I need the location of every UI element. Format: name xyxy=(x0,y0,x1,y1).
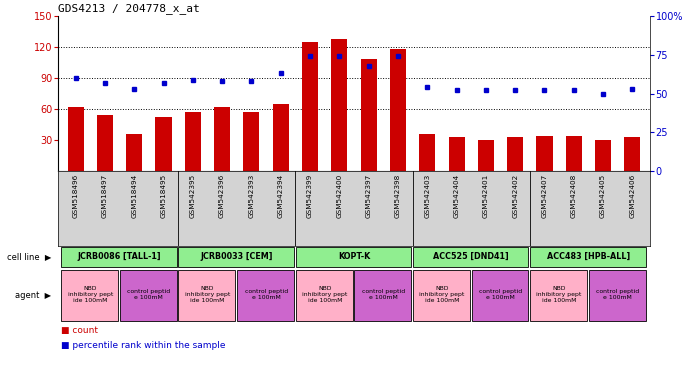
Text: NBD
inhibitory pept
ide 100mM: NBD inhibitory pept ide 100mM xyxy=(302,286,347,303)
Bar xyxy=(273,104,289,171)
Text: NBD
inhibitory pept
ide 100mM: NBD inhibitory pept ide 100mM xyxy=(420,286,464,303)
Text: GSM518494: GSM518494 xyxy=(131,173,137,217)
Bar xyxy=(507,137,523,171)
Text: NBD
inhibitory pept
ide 100mM: NBD inhibitory pept ide 100mM xyxy=(68,286,113,303)
Bar xyxy=(61,270,118,321)
Text: control peptid
e 100mM: control peptid e 100mM xyxy=(596,289,640,300)
Bar xyxy=(214,107,230,171)
Bar xyxy=(237,270,294,321)
Bar xyxy=(589,270,646,321)
Bar xyxy=(331,39,347,171)
Text: GSM518496: GSM518496 xyxy=(72,173,79,217)
Text: JCRB0033 [CEM]: JCRB0033 [CEM] xyxy=(201,252,273,261)
Text: ACC525 [DND41]: ACC525 [DND41] xyxy=(433,252,509,261)
Bar xyxy=(477,140,494,171)
Text: GSM518497: GSM518497 xyxy=(102,173,108,217)
Text: agent  ▶: agent ▶ xyxy=(15,291,51,300)
Text: control peptid
e 100mM: control peptid e 100mM xyxy=(244,289,288,300)
Text: GSM542401: GSM542401 xyxy=(483,173,489,217)
Bar xyxy=(361,60,377,171)
Text: GDS4213 / 204778_x_at: GDS4213 / 204778_x_at xyxy=(58,3,199,14)
Text: cell line  ▶: cell line ▶ xyxy=(7,253,51,262)
Text: GSM542400: GSM542400 xyxy=(336,173,342,217)
Text: ■ count: ■ count xyxy=(61,326,99,335)
Bar xyxy=(390,49,406,171)
Text: GSM542398: GSM542398 xyxy=(395,173,401,217)
Text: GSM542402: GSM542402 xyxy=(512,173,518,217)
Text: GSM542397: GSM542397 xyxy=(366,173,372,217)
Bar xyxy=(120,270,177,321)
Text: ■ percentile rank within the sample: ■ percentile rank within the sample xyxy=(61,341,226,350)
Text: GSM542408: GSM542408 xyxy=(571,173,577,217)
Text: GSM542404: GSM542404 xyxy=(453,173,460,217)
Text: control peptid
e 100mM: control peptid e 100mM xyxy=(362,289,405,300)
Text: GSM518495: GSM518495 xyxy=(161,173,166,217)
Text: GSM542406: GSM542406 xyxy=(629,173,635,217)
Bar xyxy=(624,137,640,171)
Bar xyxy=(179,247,294,267)
Text: KOPT-K: KOPT-K xyxy=(338,252,370,261)
Text: ACC483 [HPB-ALL]: ACC483 [HPB-ALL] xyxy=(547,252,630,261)
Bar xyxy=(354,270,411,321)
Text: GSM542405: GSM542405 xyxy=(600,173,606,217)
Bar xyxy=(296,270,353,321)
Bar xyxy=(530,247,646,267)
Bar xyxy=(179,270,235,321)
Text: GSM542399: GSM542399 xyxy=(307,173,313,217)
Text: GSM542393: GSM542393 xyxy=(248,173,255,217)
Bar xyxy=(302,42,318,171)
Bar xyxy=(566,136,582,171)
Bar xyxy=(61,247,177,267)
Text: GSM542407: GSM542407 xyxy=(542,173,547,217)
Bar xyxy=(413,247,529,267)
Text: GSM542403: GSM542403 xyxy=(424,173,431,217)
Bar xyxy=(296,247,411,267)
Bar xyxy=(68,107,83,171)
Bar xyxy=(97,115,113,171)
Text: control peptid
e 100mM: control peptid e 100mM xyxy=(479,289,522,300)
Bar xyxy=(185,112,201,171)
Bar xyxy=(471,270,529,321)
Bar xyxy=(420,134,435,171)
Bar xyxy=(244,112,259,171)
Bar xyxy=(448,137,464,171)
Text: JCRB0086 [TALL-1]: JCRB0086 [TALL-1] xyxy=(78,252,161,261)
Bar xyxy=(155,117,172,171)
Bar xyxy=(595,140,611,171)
Bar xyxy=(413,270,470,321)
Bar xyxy=(536,136,553,171)
Text: GSM542395: GSM542395 xyxy=(190,173,196,217)
Text: NBD
inhibitory pept
ide 100mM: NBD inhibitory pept ide 100mM xyxy=(536,286,582,303)
Text: NBD
inhibitory pept
ide 100mM: NBD inhibitory pept ide 100mM xyxy=(185,286,230,303)
Text: GSM542394: GSM542394 xyxy=(278,173,284,217)
Bar xyxy=(530,270,587,321)
Text: control peptid
e 100mM: control peptid e 100mM xyxy=(127,289,170,300)
Bar xyxy=(126,134,142,171)
Text: GSM542396: GSM542396 xyxy=(219,173,225,217)
